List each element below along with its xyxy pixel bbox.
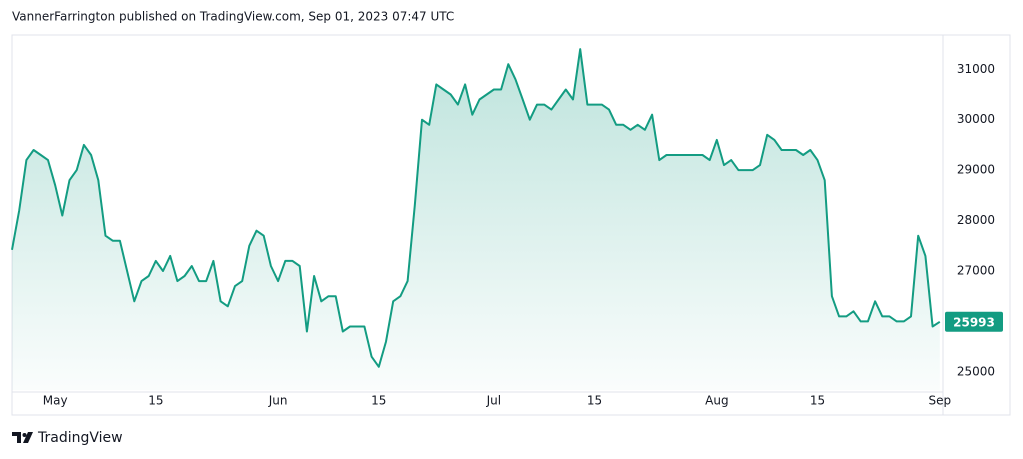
x-tick-label: May	[43, 394, 68, 408]
x-tick-label: 15	[587, 394, 602, 408]
logo	[12, 432, 33, 443]
y-tick-label: 25000	[957, 364, 995, 378]
x-tick-label: Jul	[486, 394, 501, 408]
x-tick-label: 15	[148, 394, 163, 408]
last-price-tag	[945, 311, 1003, 332]
x-tick-label: 15	[810, 394, 825, 408]
y-tick-label: 27000	[957, 263, 995, 277]
y-tick-label: 29000	[957, 163, 995, 177]
y-tick-label: 28000	[957, 213, 995, 227]
y-tick-label: 31000	[957, 62, 995, 76]
last-price-label: 25993	[953, 315, 995, 329]
x-tick-label: Sep	[928, 394, 951, 408]
y-tick-label: 30000	[957, 112, 995, 126]
x-tick-label: Jun	[268, 394, 288, 408]
x-tick-label: 15	[371, 394, 386, 408]
area	[12, 49, 940, 390]
brand: TradingView	[37, 430, 123, 446]
x-tick-label: Aug	[705, 394, 728, 408]
frame	[11, 34, 1011, 416]
header: VannerFarrington published on TradingVie…	[12, 10, 454, 24]
price-line	[11, 48, 941, 368]
